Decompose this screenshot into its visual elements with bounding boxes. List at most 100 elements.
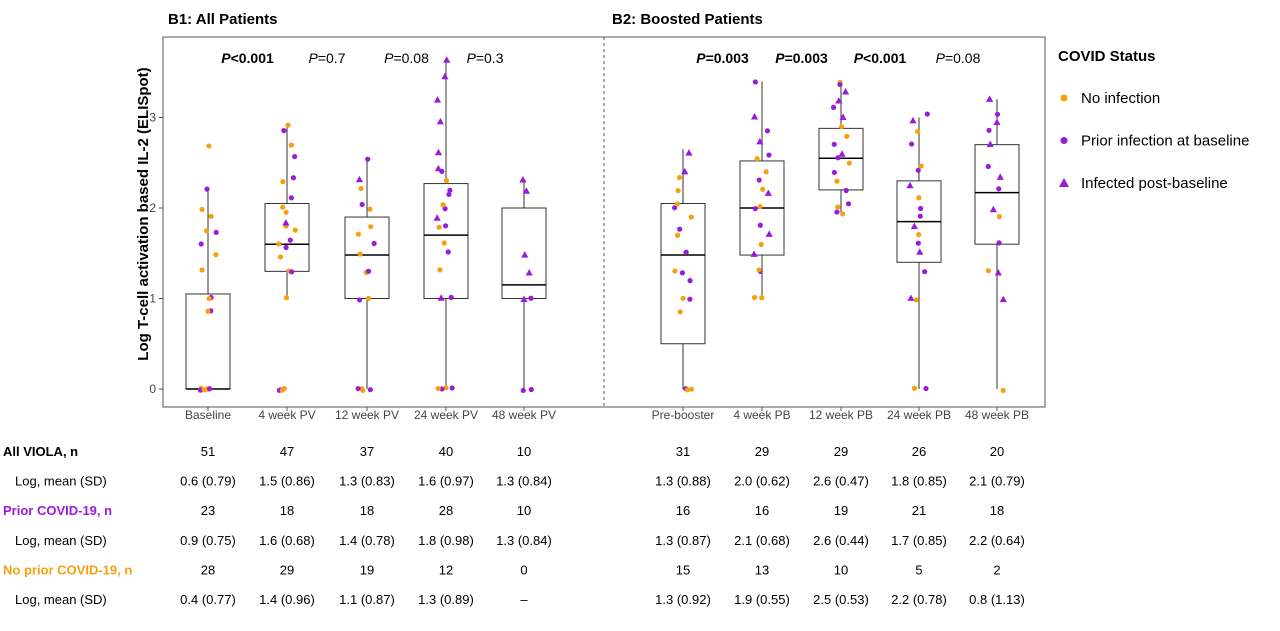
point-prior-infection [752, 79, 759, 85]
table-cell: 2.6 (0.44) [813, 533, 869, 548]
table-cell: 16 [676, 503, 690, 518]
table-cell: 1.9 (0.55) [734, 592, 790, 607]
p-value: P=0.7 [309, 50, 346, 66]
table-cell: 2.2 (0.64) [969, 533, 1025, 548]
point-infected-post-baseline [989, 205, 997, 213]
point-no-infection [208, 213, 214, 219]
boxplot [896, 117, 942, 389]
table-row-label: No prior COVID-19, n [3, 562, 132, 577]
x-axis-ticks: Baseline 4 week PV 12 week PV 24 week PV 48 … [185, 407, 1029, 422]
p-value: P<0.001 [221, 50, 274, 66]
point-no-infection [754, 156, 760, 162]
point-infected-post-baseline [986, 95, 994, 102]
box-iqr [660, 202, 706, 345]
point-no-infection [441, 240, 447, 246]
point-prior-infection [924, 111, 930, 117]
box-iqr [185, 293, 231, 390]
table-cell: 10 [834, 562, 848, 577]
point-no-infection [756, 267, 762, 273]
boxplots [185, 58, 1020, 390]
table-row-label: All VIOLA, n [3, 444, 78, 459]
point-prior-infection [922, 269, 928, 275]
table-cell: 1.8 (0.98) [418, 533, 474, 548]
legend-item-label: Infected post-baseline [1081, 175, 1228, 192]
point-prior-infection [283, 244, 289, 251]
point-prior-infection [439, 386, 445, 392]
point-infected-post-baseline [916, 248, 924, 255]
point-infected-post-baseline [441, 72, 449, 80]
point-prior-infection [288, 195, 294, 201]
point-infected-post-baseline [685, 149, 693, 156]
table-cell: 1.1 (0.87) [339, 592, 395, 607]
point-prior-infection [207, 386, 213, 392]
point-infected-post-baseline [839, 113, 847, 121]
point-prior-infection [831, 169, 837, 176]
point-infected-post-baseline [434, 148, 443, 156]
point-prior-infection [289, 269, 295, 275]
point-infected-post-baseline [838, 150, 846, 157]
point-prior-infection [290, 175, 297, 181]
point-prior-infection [834, 209, 840, 215]
point-prior-infection [677, 226, 683, 232]
point-prior-infection [985, 163, 991, 170]
point-no-infection [440, 202, 446, 208]
point-prior-infection [367, 387, 373, 393]
point-prior-infection [357, 297, 363, 303]
point-infected-post-baseline [765, 230, 773, 237]
table-cell: 1.8 (0.85) [891, 474, 947, 489]
point-no-infection [283, 209, 289, 215]
point-prior-infection [837, 81, 843, 88]
point-prior-infection [766, 152, 772, 158]
point-prior-infection [908, 141, 915, 147]
point-no-infection [677, 309, 683, 315]
point-prior-infection [996, 240, 1002, 246]
table-cell: 12 [439, 562, 453, 577]
table-cell: 0.4 (0.77) [180, 592, 236, 607]
table-cell: 1.4 (0.96) [259, 592, 315, 607]
point-no-infection [684, 387, 691, 393]
point-no-infection [834, 178, 840, 184]
point-infected-post-baseline [996, 173, 1004, 180]
table-cell: 51 [201, 444, 215, 459]
point-no-infection [436, 224, 442, 230]
point-no-infection [292, 227, 298, 233]
point-no-infection [285, 122, 291, 128]
point-prior-infection [281, 128, 287, 134]
point-prior-infection [371, 240, 377, 247]
point-no-infection [846, 160, 852, 166]
point-prior-infection [359, 201, 365, 208]
point-prior-infection [843, 187, 849, 194]
point-no-infection [437, 267, 443, 273]
point-no-infection [985, 268, 991, 274]
point-no-infection [760, 186, 766, 192]
point-prior-infection [449, 385, 455, 391]
point-infected-post-baseline [756, 137, 764, 145]
table-cell: 1.6 (0.97) [418, 474, 474, 489]
point-prior-infection [197, 387, 204, 393]
table-cell: 47 [280, 444, 294, 459]
point-infected-post-baseline [841, 88, 850, 95]
p-value: P=0.08 [384, 50, 429, 66]
table-cell: 28 [439, 503, 453, 518]
boxplot [501, 180, 547, 389]
table-cell: 1.7 (0.85) [891, 533, 947, 548]
point-no-infection [913, 297, 919, 303]
table-cell: 26 [912, 444, 926, 459]
point-prior-infection [213, 229, 219, 236]
point-infected-post-baseline [437, 294, 445, 301]
table-cell: 28 [201, 562, 215, 577]
point-prior-infection [831, 141, 837, 147]
p-value: P<0.001 [854, 50, 907, 66]
point-prior-infection [198, 241, 204, 247]
table-cell: 31 [676, 444, 690, 459]
y-axis-ticks: 0 1 2 3 [149, 111, 163, 396]
point-no-infection [915, 128, 921, 135]
table-cell: 16 [755, 503, 769, 518]
p-value: P=0.08 [936, 50, 981, 66]
point-no-infection [358, 185, 364, 192]
point-prior-infection [986, 127, 992, 133]
point-no-infection [675, 188, 681, 194]
table-cell: 29 [280, 562, 294, 577]
legend-item-label: No infection [1081, 90, 1160, 107]
